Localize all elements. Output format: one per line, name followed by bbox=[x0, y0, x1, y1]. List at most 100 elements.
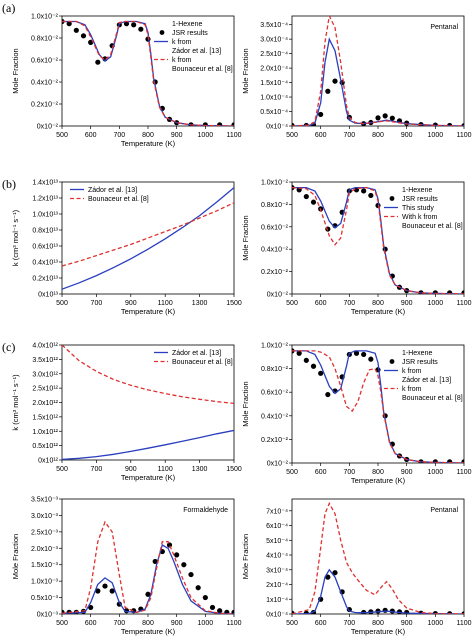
y-axis-label: Mole Fraction bbox=[241, 381, 250, 426]
x-tick-label: 800 bbox=[372, 300, 384, 307]
x-axis-label: Temperature (K) bbox=[351, 476, 406, 485]
data-point bbox=[310, 199, 317, 205]
x-tick-label: 900 bbox=[401, 469, 413, 476]
y-tick-label: 3.0x10¹² bbox=[32, 371, 58, 378]
data-point bbox=[181, 562, 187, 568]
panel-label-b: (b) bbox=[2, 177, 16, 191]
legend-entry: Zádor et al. [13] bbox=[402, 377, 451, 384]
y-tick-label: 2.0x10⁻³ bbox=[31, 546, 59, 553]
y-tick-label: 0x10⁻⁴ bbox=[266, 612, 288, 619]
data-point bbox=[231, 122, 234, 126]
x-tick-label: 600 bbox=[315, 620, 327, 627]
x-tick-label: 700 bbox=[91, 466, 103, 473]
chart-b-left: 500 700 900 1100 1300 1500 0x10¹³ 0.2x10¹³ 0.4x1… bbox=[11, 180, 242, 317]
data-point bbox=[461, 611, 464, 614]
data-point bbox=[145, 591, 151, 597]
y-tick-label: 3.0x10⁻⁴ bbox=[260, 37, 288, 44]
x-tick-label: 800 bbox=[372, 132, 384, 139]
data-point bbox=[95, 59, 101, 65]
x-tick-label: 500 bbox=[56, 466, 68, 473]
series-line-bounaceur-et-al-8 bbox=[62, 202, 234, 267]
plot-frame bbox=[291, 498, 465, 615]
x-tick-label: 1100 bbox=[456, 620, 471, 627]
x-tick-label: 1000 bbox=[428, 300, 444, 307]
legend: 1-Hexene JSR results k from Zádor et al. [1… bbox=[154, 21, 233, 73]
y-tick-label: 0.5x10¹² bbox=[32, 443, 58, 450]
legend-marker bbox=[159, 30, 165, 35]
chart-title: Pentanal bbox=[430, 507, 458, 514]
y-tick-label: 0.4x10¹³ bbox=[32, 260, 58, 267]
chart-c-right: 500 600 700 800 900 1000 1100 0x10⁻² 0.2x10⁻² 0.4… bbox=[241, 343, 472, 486]
x-tick-label: 900 bbox=[171, 620, 183, 627]
data-point bbox=[102, 583, 108, 589]
x-tick-label: 900 bbox=[401, 132, 413, 139]
legend-entry: This study bbox=[402, 205, 434, 212]
series-line-k-from-bounaceur-et-al-8 bbox=[62, 20, 234, 126]
data-point bbox=[325, 391, 331, 398]
panel-label-c: (c) bbox=[2, 340, 15, 354]
data-point bbox=[361, 351, 367, 358]
x-tick-label: 500 bbox=[56, 300, 68, 307]
legend-entry: Bounaceur et al. [8] bbox=[402, 223, 463, 230]
x-tick-label: 700 bbox=[343, 300, 355, 307]
legend-entry: k from bbox=[172, 57, 192, 64]
x-tick-label: 1100 bbox=[226, 132, 241, 139]
plot-area bbox=[62, 18, 234, 126]
x-tick-label: 1500 bbox=[226, 466, 242, 473]
chart-title: Pentanal bbox=[430, 24, 458, 31]
chart-d-left: 500 600 700 800 900 1000 1100 0x10⁻³ 0.5x10⁻³ 1.0… bbox=[11, 497, 242, 637]
data-point bbox=[368, 356, 374, 362]
y-tick-label: 2x10⁻⁴ bbox=[266, 582, 288, 589]
x-tick-label: 700 bbox=[343, 620, 355, 627]
y-axis-label: Mole Fraction bbox=[11, 534, 20, 579]
data-point bbox=[332, 78, 338, 84]
series-line-k-from-bounaceur-et-al-8 bbox=[62, 520, 234, 614]
y-tick-label: 0.8x10¹³ bbox=[32, 228, 58, 235]
data-point bbox=[461, 459, 464, 463]
data-point bbox=[389, 115, 395, 121]
x-tick-label: 1000 bbox=[428, 132, 444, 139]
x-tick-label: 1300 bbox=[192, 300, 208, 307]
x-tick-label: 1000 bbox=[198, 132, 214, 139]
y-tick-label: 0.8x10⁻² bbox=[31, 36, 59, 43]
data-point bbox=[231, 609, 234, 614]
x-tick-label: 900 bbox=[401, 300, 413, 307]
y-axis-label: Mole Fraction bbox=[241, 215, 250, 260]
y-tick-label: 4.0x10¹² bbox=[32, 343, 58, 350]
x-tick-label: 700 bbox=[113, 132, 125, 139]
x-tick-label: 600 bbox=[315, 132, 327, 139]
y-tick-label: 0.6x10⁻² bbox=[261, 224, 289, 231]
plot-area bbox=[62, 187, 234, 290]
data-point bbox=[375, 115, 381, 121]
y-tick-label: 0x10¹² bbox=[38, 458, 59, 465]
y-tick-label: 0.2x10¹³ bbox=[32, 276, 58, 283]
y-tick-label: 3.5x10⁻³ bbox=[31, 497, 59, 504]
data-point bbox=[80, 33, 87, 39]
y-tick-label: 1.0x10⁻⁴ bbox=[260, 95, 288, 102]
x-tick-label: 1000 bbox=[428, 469, 444, 476]
x-tick-label: 500 bbox=[56, 620, 68, 627]
legend: 1-Hexene JSR results k from Zádor et al. [1… bbox=[384, 350, 463, 402]
x-tick-label: 700 bbox=[343, 132, 355, 139]
y-tick-label: 0x10⁻² bbox=[267, 461, 289, 468]
y-tick-label: 0.4x10⁻² bbox=[261, 413, 289, 420]
y-tick-label: 1.0x10⁻² bbox=[261, 180, 289, 187]
y-tick-label: 0.6x10¹³ bbox=[32, 244, 58, 251]
legend: Zádor et al. [13] Bounaceur et al. [8] bbox=[70, 187, 149, 203]
y-tick-label: 1.0x10¹³ bbox=[32, 212, 58, 219]
legend-entry: JSR results bbox=[402, 359, 438, 366]
y-tick-label: 0.5x10⁻⁴ bbox=[260, 109, 288, 116]
y-tick-label: 2.5x10⁻⁴ bbox=[260, 51, 288, 58]
data-point bbox=[368, 192, 374, 199]
data-point bbox=[109, 588, 115, 594]
chart-a-left: 500 600 700 800 900 1000 1100 0x10⁻² 0.2x10⁻² 0.4… bbox=[11, 14, 242, 149]
y-tick-label: 3.0x10⁻³ bbox=[31, 513, 59, 520]
y-tick-label: 0.2x10⁻² bbox=[261, 437, 289, 444]
data-point bbox=[382, 113, 388, 119]
plot-frame bbox=[61, 181, 235, 295]
x-tick-label: 600 bbox=[85, 620, 97, 627]
y-tick-label: 7x10⁻⁴ bbox=[266, 508, 288, 515]
y-axis-label: k (cm³ mol⁻¹ s⁻¹) bbox=[11, 374, 20, 431]
plot-area bbox=[292, 185, 464, 294]
chart-c-left: 500 700 900 1100 1300 1500 0x10¹² 0.5x10¹² 1.0x1… bbox=[11, 343, 242, 483]
